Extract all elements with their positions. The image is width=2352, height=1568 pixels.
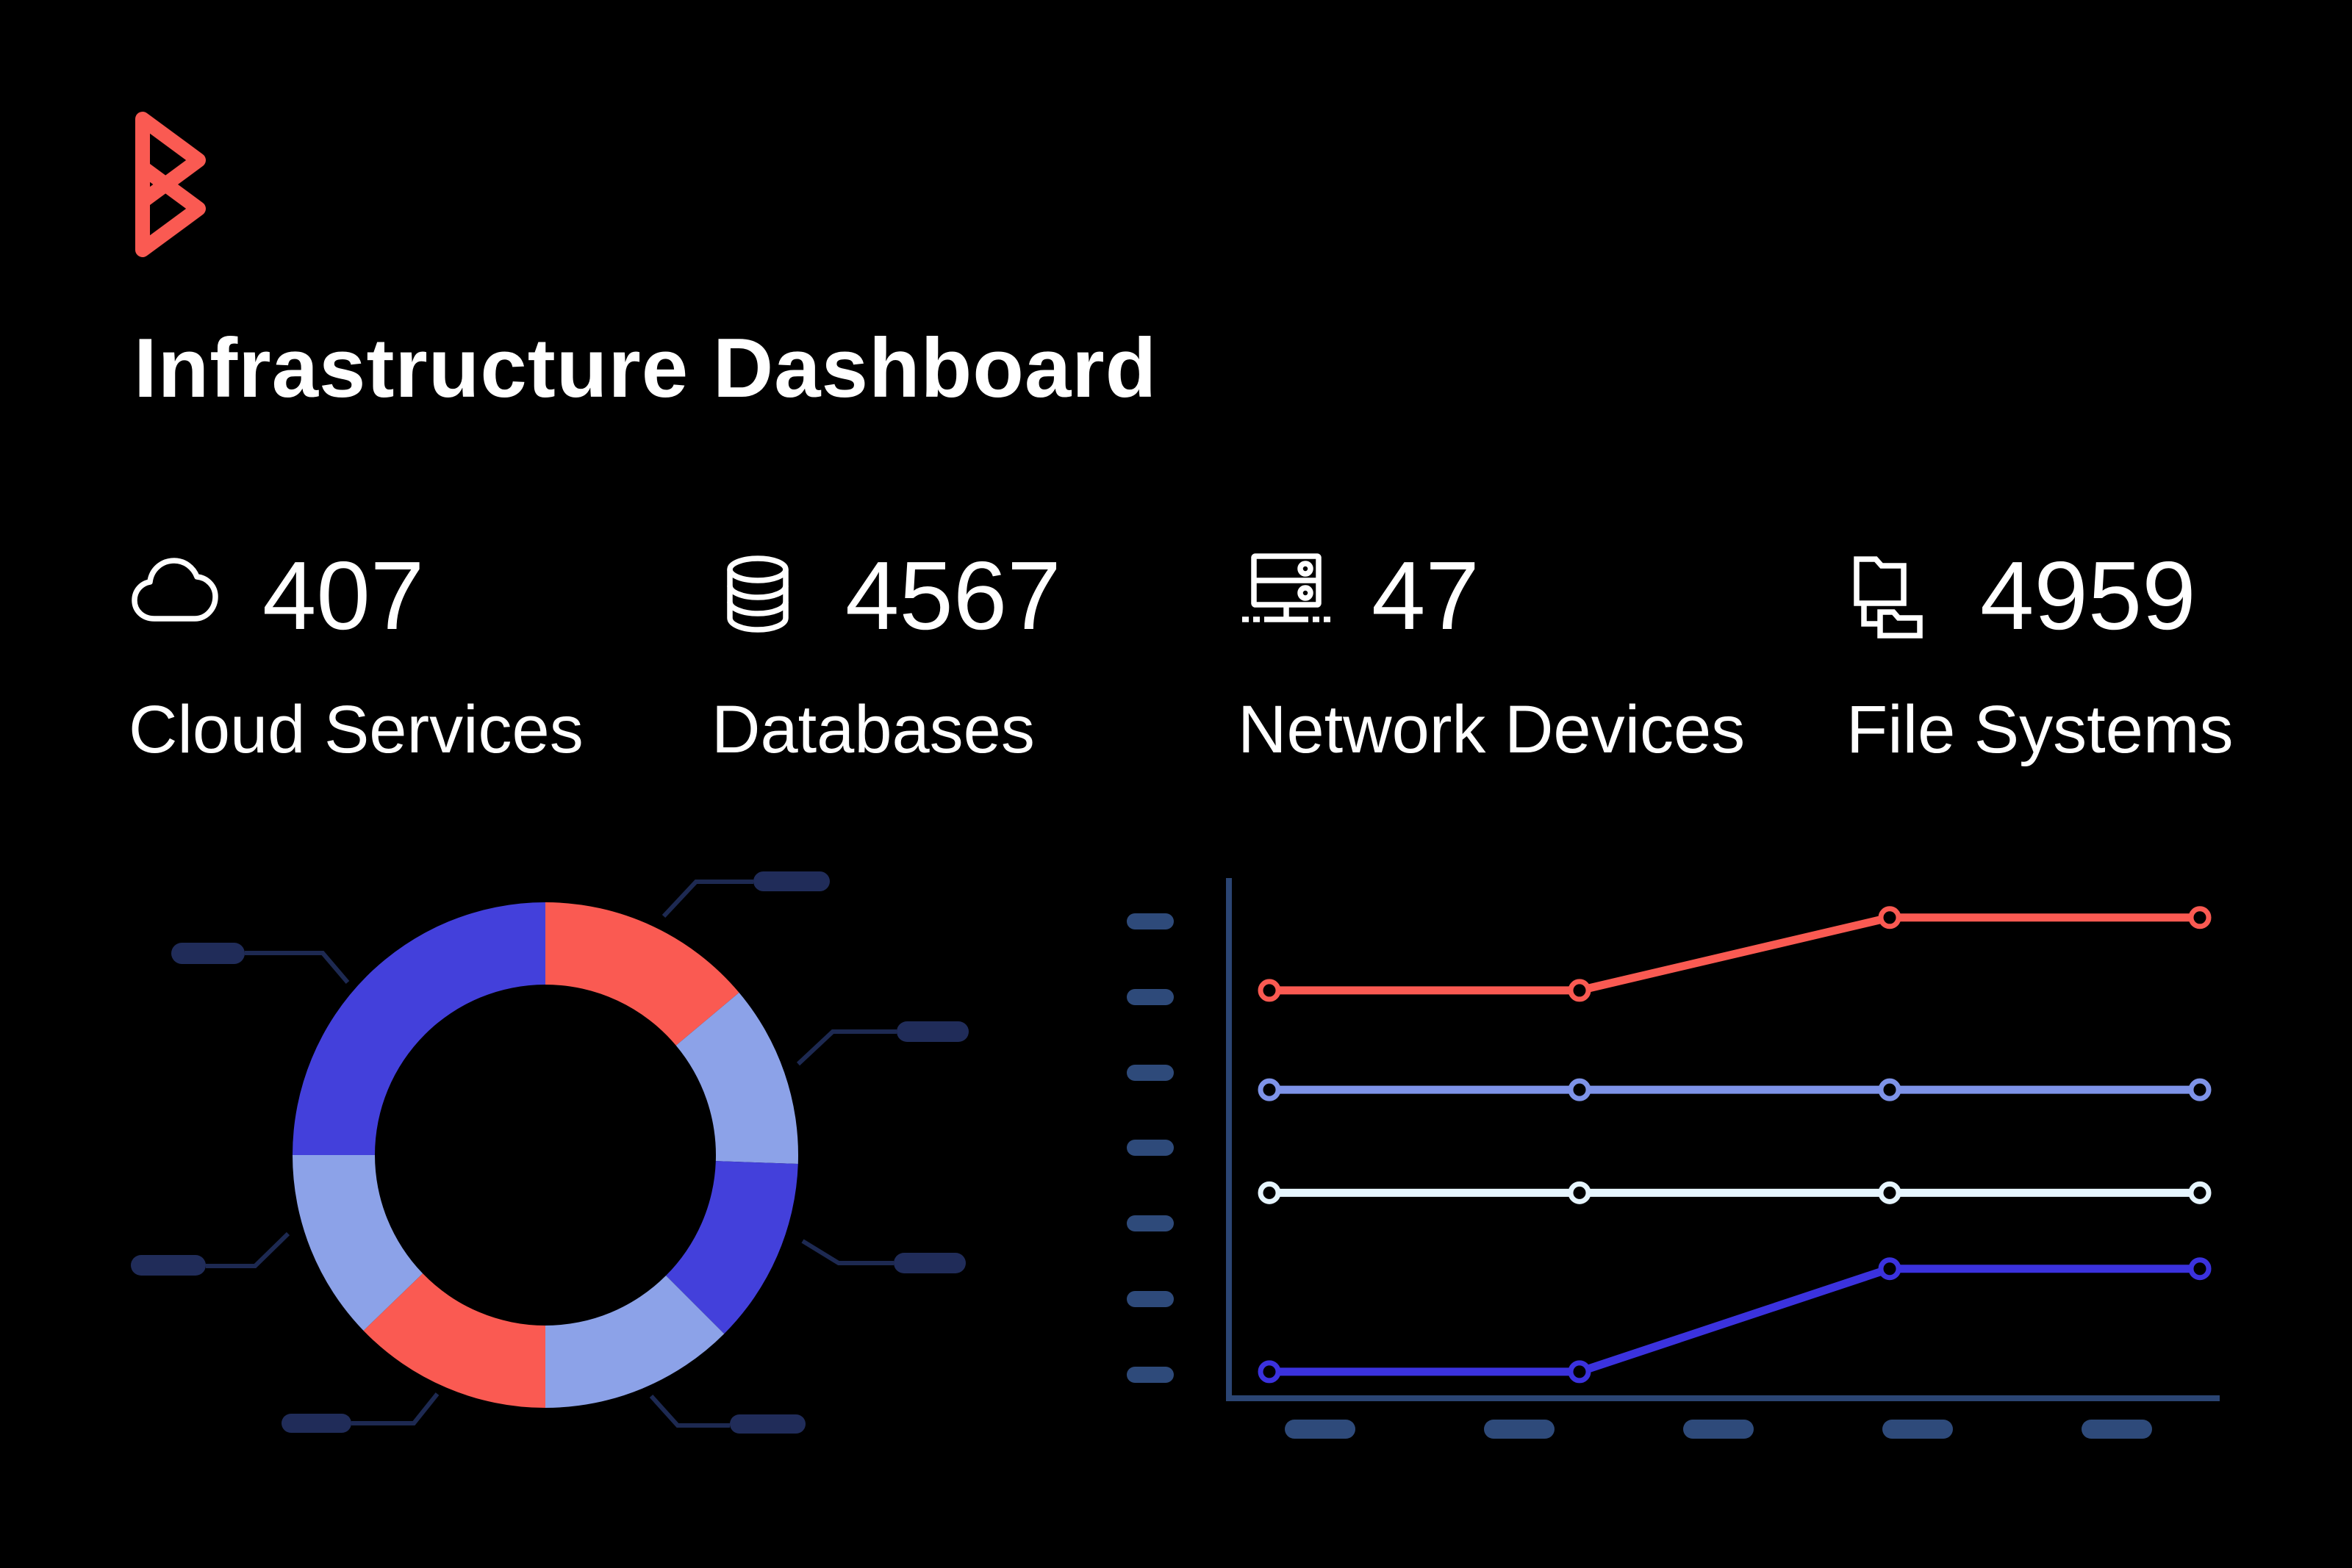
donut-callout-label-pill-bottom-right (730, 1414, 806, 1434)
donut-segment-indigo (666, 1161, 798, 1334)
series-periwinkle-marker (2188, 1078, 2212, 1101)
donut-callout-line-right-upper (796, 1029, 897, 1066)
y-tick-label-pill (1127, 1065, 1174, 1081)
y-tick-label-pill (1127, 1367, 1174, 1383)
x-tick-label-pill (1683, 1420, 1754, 1439)
stat-label: Databases (711, 692, 1035, 767)
stat-value: 47 (1372, 542, 1480, 650)
y-tick-label-pill (1127, 989, 1174, 1005)
donut-callout-label-pill-right-upper (897, 1021, 969, 1042)
x-tick-label-pill (1484, 1420, 1555, 1439)
series-coral-line (1269, 913, 2200, 995)
series-indigo-marker (2188, 1257, 2212, 1281)
stat-top: 407 (129, 547, 584, 644)
stat-value: 4567 (845, 542, 1061, 650)
logo-chevron-bottom-icon (135, 160, 206, 257)
donut-callout-label-pill-right-middle (894, 1253, 966, 1273)
y-tick-label-pill (1127, 913, 1174, 929)
stat-databases: 4567 Databases (711, 547, 1061, 769)
series-indigo-marker (1568, 1360, 1591, 1384)
donut-callout-line-right-middle (801, 1239, 894, 1265)
series-indigo-marker (1258, 1360, 1281, 1384)
y-tick-label-pill (1127, 1215, 1174, 1231)
line-chart (1127, 878, 2220, 1439)
donut-segment-periwinkle (545, 1276, 725, 1408)
series-white-marker (1878, 1181, 1901, 1204)
donut-callout-label-pill-top-left (171, 943, 245, 964)
series-indigo-line (1269, 1265, 2200, 1376)
stat-value: 407 (262, 542, 425, 650)
donut-chart (131, 871, 969, 1434)
stat-top: 47 (1238, 547, 1745, 644)
series-coral-marker (1878, 906, 1901, 929)
stat-network-devices: 47 Network Devices (1238, 547, 1745, 769)
series-coral-marker (2188, 906, 2212, 929)
donut-callout-line-bottom-right (649, 1394, 730, 1428)
file-system-icon (1854, 556, 1923, 639)
donut-callout-label-pill-top-right (753, 871, 830, 891)
stat-label: Cloud Services (129, 692, 584, 767)
page-title: Infrastructure Dashboard (134, 322, 1158, 415)
donut-callout-label-pill-left-middle (131, 1255, 206, 1276)
series-coral-marker (1258, 979, 1281, 1002)
donut-segment-indigo (293, 902, 545, 1155)
y-tick-label-pill (1127, 1291, 1174, 1307)
x-tick-label-pill (1285, 1420, 1355, 1439)
stat-label: File Systems (1846, 692, 2234, 767)
donut-callout-line-bottom-left (351, 1392, 440, 1425)
series-periwinkle-marker (1258, 1078, 1281, 1101)
series-white-marker (2188, 1181, 2212, 1204)
series-white-marker (1568, 1181, 1591, 1204)
cloud-icon (132, 558, 218, 622)
stat-file-systems: 4959 File Systems (1846, 547, 2234, 769)
series-periwinkle-marker (1568, 1078, 1591, 1101)
donut-segment-coral (363, 1273, 545, 1408)
stat-top: 4567 (711, 547, 1061, 644)
donut-callout-label-pill-bottom-left (282, 1414, 351, 1433)
donut-callout-line-top-left (245, 951, 350, 984)
stat-top: 4959 (1846, 547, 2234, 644)
database-icon (727, 555, 789, 633)
network-device-icon (1242, 553, 1330, 622)
series-indigo-marker (1878, 1257, 1901, 1281)
y-tick-label-pill (1127, 1140, 1174, 1156)
donut-segment-periwinkle (675, 992, 798, 1165)
stat-cloud-services: 407 Cloud Services (129, 547, 584, 769)
donut-callout-line-top-right (662, 880, 753, 918)
x-tick-label-pill (2082, 1420, 2152, 1439)
series-coral-marker (1568, 979, 1591, 1002)
stat-value: 4959 (1980, 542, 2196, 650)
donut-segment-coral (545, 902, 739, 1046)
x-tick-label-pill (1882, 1420, 1953, 1439)
axes (1226, 878, 2220, 1401)
donut-callout-line-left-middle (206, 1231, 290, 1268)
series-periwinkle-marker (1878, 1078, 1901, 1101)
donut-segment-periwinkle (293, 1155, 423, 1331)
series-white-marker (1258, 1181, 1281, 1204)
brand-logo (135, 112, 206, 257)
stat-label: Network Devices (1238, 692, 1746, 767)
